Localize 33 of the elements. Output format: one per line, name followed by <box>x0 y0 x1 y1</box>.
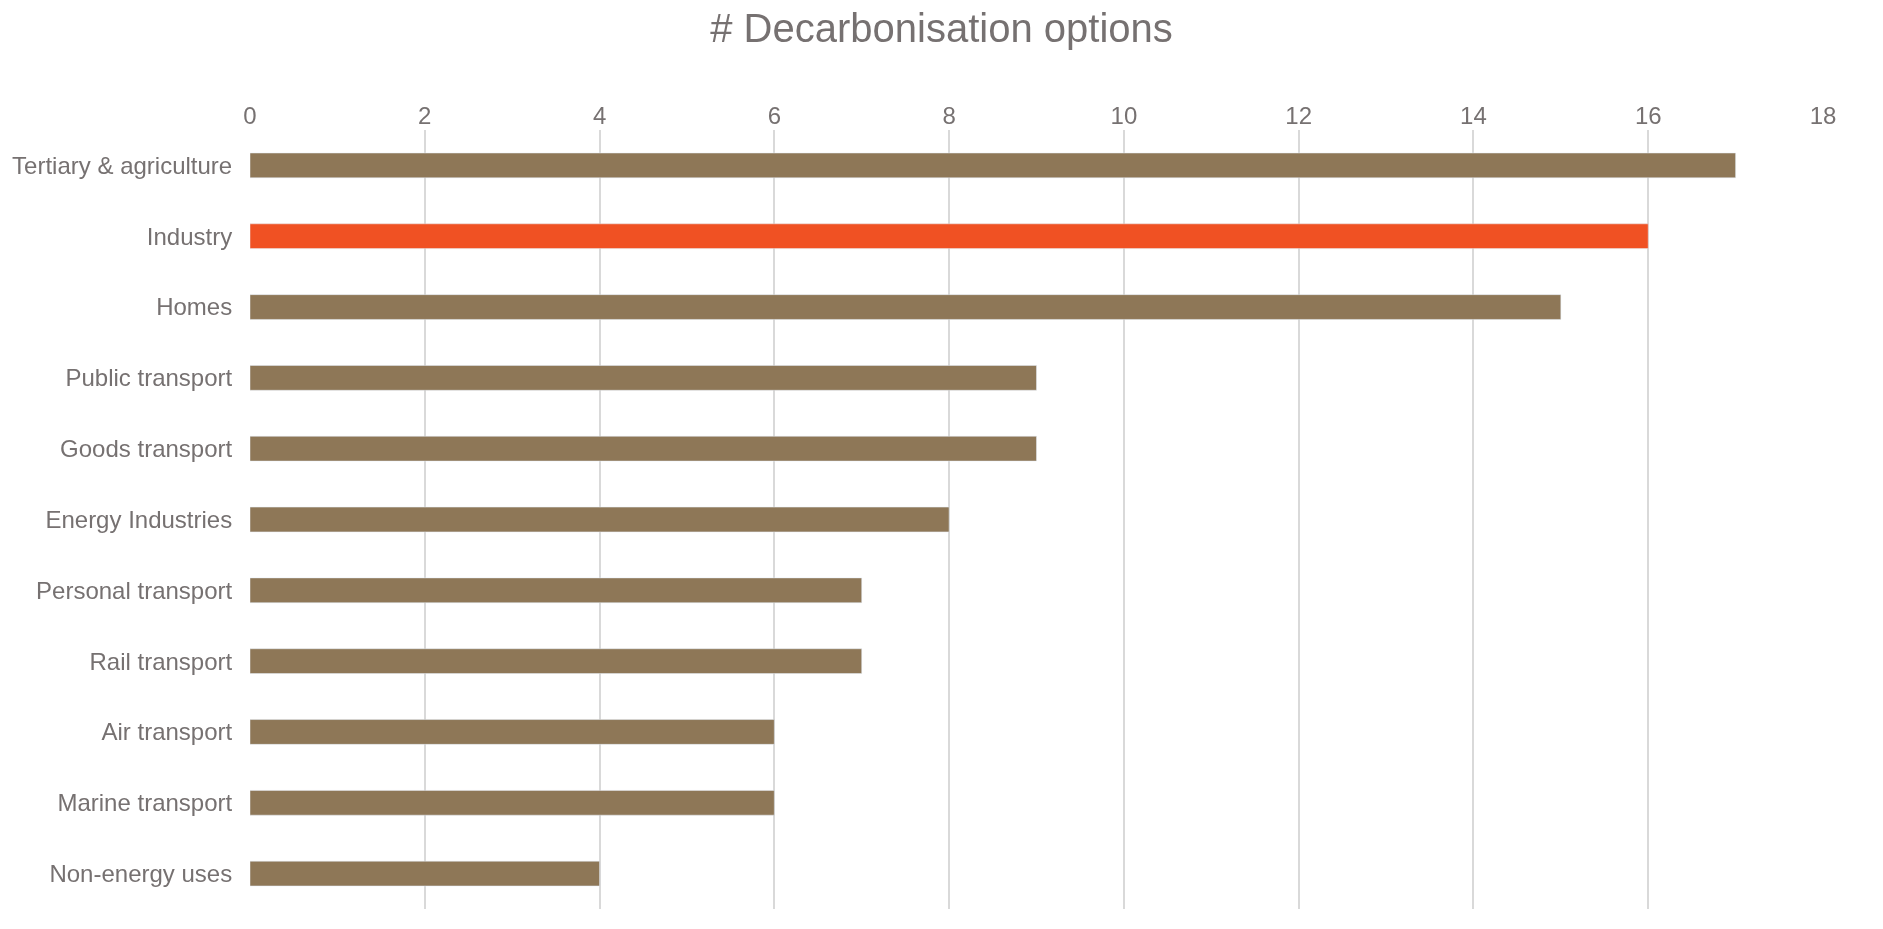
bar <box>250 436 1037 462</box>
x-tick-label: 12 <box>1285 102 1313 130</box>
bar <box>250 223 1649 249</box>
y-tick-label: Goods transport <box>60 435 233 463</box>
x-tick-label: 10 <box>1110 102 1138 130</box>
bar <box>250 506 950 533</box>
y-tick-label: Personal transport <box>36 576 233 604</box>
bar <box>250 648 862 674</box>
bar <box>250 577 862 603</box>
bar <box>250 152 1736 179</box>
x-tick-label: 8 <box>942 102 956 130</box>
x-tick-label: 18 <box>1809 102 1837 130</box>
y-tick-label: Air transport <box>101 718 233 746</box>
bar <box>250 365 1037 391</box>
y-tick-label: Homes <box>156 293 233 321</box>
x-tick-label: 14 <box>1460 102 1487 130</box>
bar <box>250 790 775 816</box>
x-tick-label: 2 <box>418 102 432 130</box>
bar <box>250 719 775 745</box>
y-tick-label: Non-energy uses <box>49 859 233 887</box>
chart-title: # Decarbonisation options <box>710 5 1173 50</box>
y-tick-label: Rail transport <box>89 647 233 675</box>
x-tick-label: 4 <box>592 102 607 130</box>
y-tick-label: Tertiary & agriculture <box>12 151 233 179</box>
x-tick-label: 0 <box>243 102 257 130</box>
y-tick-label: Marine transport <box>57 789 233 817</box>
y-tick-label: Industry <box>146 222 233 250</box>
y-tick-label: Public transport <box>65 364 233 392</box>
bar <box>250 294 1562 320</box>
y-tick-label: Energy Industries <box>45 505 233 533</box>
x-tick-label: 6 <box>767 102 782 130</box>
x-tick-label: 16 <box>1634 102 1662 130</box>
bar <box>250 860 600 887</box>
